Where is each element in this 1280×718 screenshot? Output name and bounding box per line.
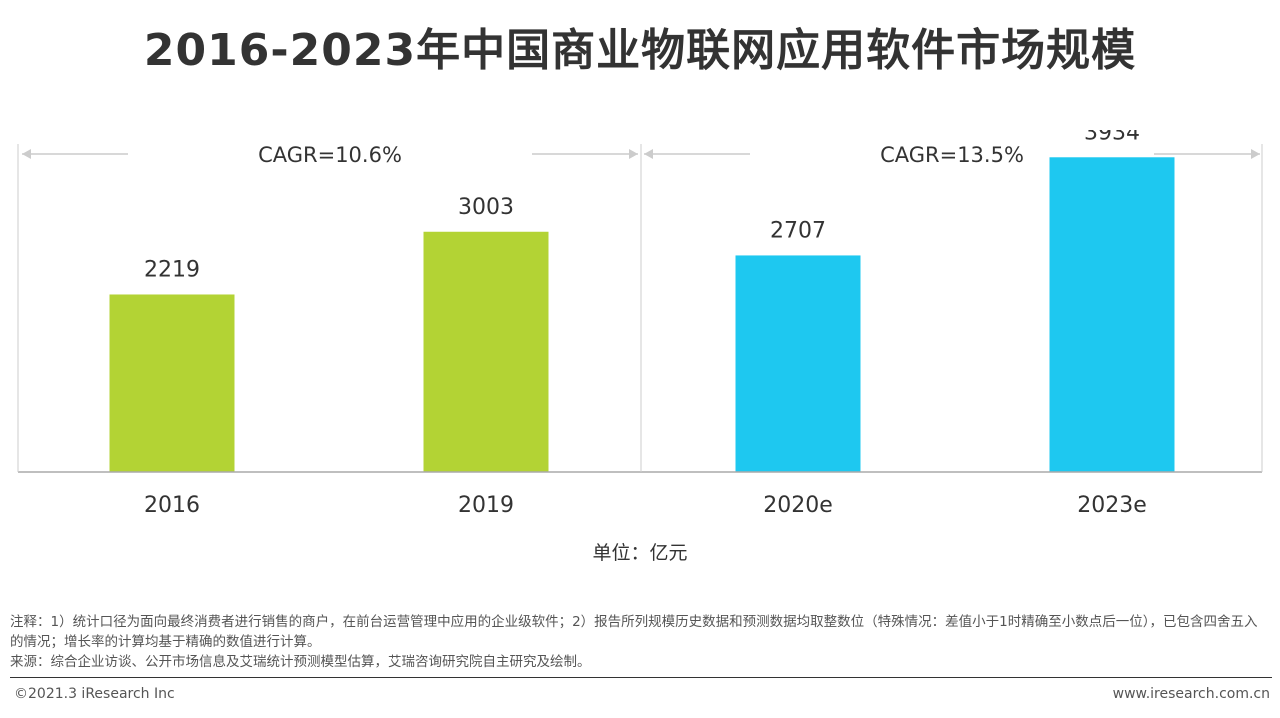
x-tick-2019: 2019 [458,493,514,518]
value-labels: 2219 3003 2707 3934 [144,130,1140,282]
notes-block: 注释：1）统计口径为面向最终消费者进行销售的商户，在前台运营管理中应用的企业级软… [10,612,1265,672]
cagr-label-1: CAGR=10.6% [258,143,402,167]
source-text: 来源：综合企业访谈、公开市场信息及艾瑞统计预测模型估算，艾瑞咨询研究院自主研究及… [10,654,591,670]
bars [109,157,1175,472]
unit-label: 单位：亿元 [592,542,688,564]
bar-2023e [1049,157,1175,472]
x-tick-2016: 2016 [144,493,200,518]
bar-2020e [735,255,861,472]
cagr-arrows: CAGR=10.6% CAGR=13.5% [22,143,1260,167]
website-text: www.iresearch.com.cn [1112,686,1270,702]
value-label-2020e: 2707 [770,218,826,243]
cagr-annotation-2: CAGR=13.5% [644,143,1260,167]
bar-2016 [109,294,235,472]
bar-2019 [423,231,549,472]
x-tick-2023e: 2023e [1077,493,1147,518]
bar-chart: CAGR=10.6% CAGR=13.5% 2219 3003 2707 3934 20… [17,130,1263,518]
cagr-annotation-1: CAGR=10.6% [22,143,638,167]
chart-title: 2016-2023年中国商业物联网应用软件市场规模 [143,25,1137,76]
x-tick-labels: 2016 2019 2020e 2023e [144,493,1147,518]
cagr-label-2: CAGR=13.5% [880,143,1024,167]
x-tick-2020e: 2020e [763,493,833,518]
value-label-2019: 3003 [458,195,514,220]
value-label-2023e: 3934 [1084,130,1140,145]
value-label-2016: 2219 [144,257,200,282]
note-text: 注释：1）统计口径为面向最终消费者进行销售的商户，在前台运营管理中应用的企业级软… [10,614,1258,650]
footer-divider [10,677,1272,678]
copyright-text: ©2021.3 iResearch Inc [14,686,175,702]
